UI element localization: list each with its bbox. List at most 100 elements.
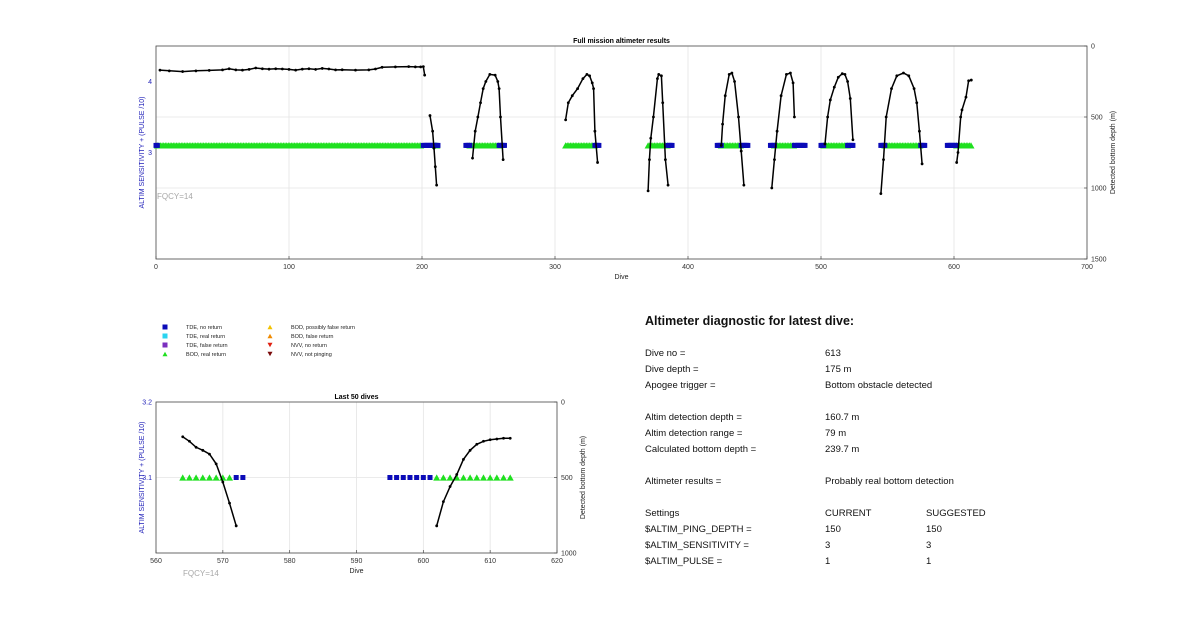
bottom-depth-point — [956, 151, 960, 154]
setting-suggested: 1 — [926, 556, 932, 567]
legend-marker — [267, 342, 273, 348]
bottom-depth-point — [473, 129, 477, 133]
y-left-tick-label: 3 — [148, 150, 152, 157]
bottom-depth-point — [826, 115, 830, 119]
bottom-depth-point — [967, 79, 971, 83]
bottom-depth-point — [730, 71, 734, 75]
setting-name: $ALTIM_PING_DEPTH = — [645, 524, 752, 535]
bottom-depth-point — [832, 85, 836, 89]
bottom-depth-point — [448, 485, 452, 488]
bottom-depth-point — [462, 457, 465, 461]
bottom-depth-line — [720, 71, 745, 186]
x-tick-label: 570 — [217, 558, 229, 565]
bottom-depth-point — [234, 524, 238, 528]
y-left-tick-label: 3.2 — [142, 400, 152, 407]
bottom-depth-line — [647, 73, 669, 191]
bottom-depth-point — [848, 97, 852, 100]
legend-label: BOD, real return — [186, 352, 226, 358]
bottom-depth-point — [915, 101, 919, 105]
bottom-depth-point — [508, 436, 512, 440]
bottom-depth-point — [267, 67, 271, 71]
bottom-depth-point — [907, 74, 911, 78]
bottom-depth-point — [721, 122, 724, 126]
bottom-depth-point — [663, 158, 667, 162]
bottom-depth-point — [241, 68, 244, 72]
bottom-depth-point — [851, 138, 855, 142]
x-tick-label: 610 — [484, 558, 496, 565]
tde-no-return-marker — [435, 142, 441, 148]
bottom-depth-point — [592, 87, 595, 90]
y-right-axis-label: Detected bottom depth (m) — [580, 436, 587, 519]
bottom-depth-point — [836, 75, 840, 79]
bottom-depth-point — [719, 144, 723, 147]
bottom-depth-point — [228, 501, 231, 505]
bottom-depth-point — [407, 65, 411, 68]
bottom-depth-point — [499, 115, 502, 119]
bottom-depth-point — [739, 149, 743, 153]
bottom-depth-point — [588, 74, 591, 78]
bottom-depth-point — [652, 115, 655, 119]
setting-name: $ALTIM_PULSE = — [645, 556, 723, 567]
results-value: Probably real bottom detection — [825, 476, 954, 487]
bottom-depth-point — [419, 65, 423, 69]
x-axis-label: Dive — [614, 274, 628, 281]
bottom-depth-point — [495, 437, 499, 441]
bottom-depth-point — [479, 101, 482, 105]
bottom-depth-point — [307, 67, 311, 71]
bottom-depth-point — [660, 74, 663, 78]
x-tick-label: 200 — [416, 264, 428, 271]
bottom-depth-point — [435, 524, 439, 528]
bottom-depth-point — [648, 158, 651, 162]
results-label: Altimeter results = — [645, 476, 722, 487]
bottom-depth-point — [380, 65, 384, 69]
bottom-depth-point — [354, 68, 357, 72]
bottom-depth-point — [188, 439, 191, 443]
tde-no-return-marker — [414, 475, 420, 480]
tde-no-return-marker — [771, 142, 777, 148]
dive-depth-value: 175 m — [825, 364, 852, 375]
bottom-depth-point — [576, 87, 580, 90]
bottom-depth-point — [208, 452, 211, 456]
bottom-depth-line — [880, 72, 923, 194]
y-right-tick-label: 1000 — [1091, 186, 1107, 193]
bottom-depth-line — [771, 72, 796, 189]
bottom-depth-point — [488, 438, 492, 442]
bottom-depth-line — [435, 437, 511, 527]
bod-real-return-marker — [205, 474, 213, 481]
tde-no-return-marker — [154, 142, 160, 148]
tde-no-return-marker — [922, 142, 928, 148]
y-left-axis-label: ALTIM SENSITIVITY + (PULSE /10) — [139, 97, 146, 209]
legend-marker — [162, 351, 168, 357]
bottom-depth-point — [274, 67, 278, 71]
bottom-depth-point — [374, 67, 377, 71]
setting-current: 1 — [825, 556, 831, 567]
last-50-dives-chart: Last 50 dives 560 570 580 590 600 610 620 Dive 3.… — [139, 394, 587, 578]
bottom-depth-point — [207, 69, 211, 72]
bottom-depth-point — [775, 129, 779, 133]
tde-no-return-marker — [400, 475, 406, 480]
bottom-depth-point — [969, 78, 973, 82]
bottom-depth-point — [666, 183, 670, 187]
setting-suggested: 3 — [926, 540, 932, 551]
bottom-depth-point — [167, 69, 171, 73]
bottom-depth-point — [394, 65, 397, 69]
tde-no-return-marker — [669, 142, 675, 148]
bottom-depth-point — [502, 436, 505, 440]
bottom-depth-point — [843, 73, 847, 76]
bottom-depth-point — [435, 183, 439, 187]
bottom-depth-point — [879, 192, 883, 196]
x-tick-label: 500 — [815, 264, 827, 271]
bottom-depth-point — [484, 80, 488, 83]
tde-no-return-marker — [501, 142, 507, 148]
det-range-value: 79 m — [825, 428, 847, 439]
legend-label: BOD, false return — [291, 334, 334, 340]
legend-label: NVV, no return — [291, 343, 327, 349]
bottom-depth-point — [234, 68, 238, 72]
bottom-depth-point — [882, 158, 885, 162]
x-tick-label: 400 — [682, 264, 694, 271]
bottom-depth-point — [964, 95, 968, 99]
bod-real-return-marker — [433, 474, 441, 481]
tde-no-return-marker — [850, 142, 856, 148]
bottom-depth-point — [733, 80, 736, 83]
setting-name: $ALTIM_SENSITIVITY = — [645, 540, 749, 551]
